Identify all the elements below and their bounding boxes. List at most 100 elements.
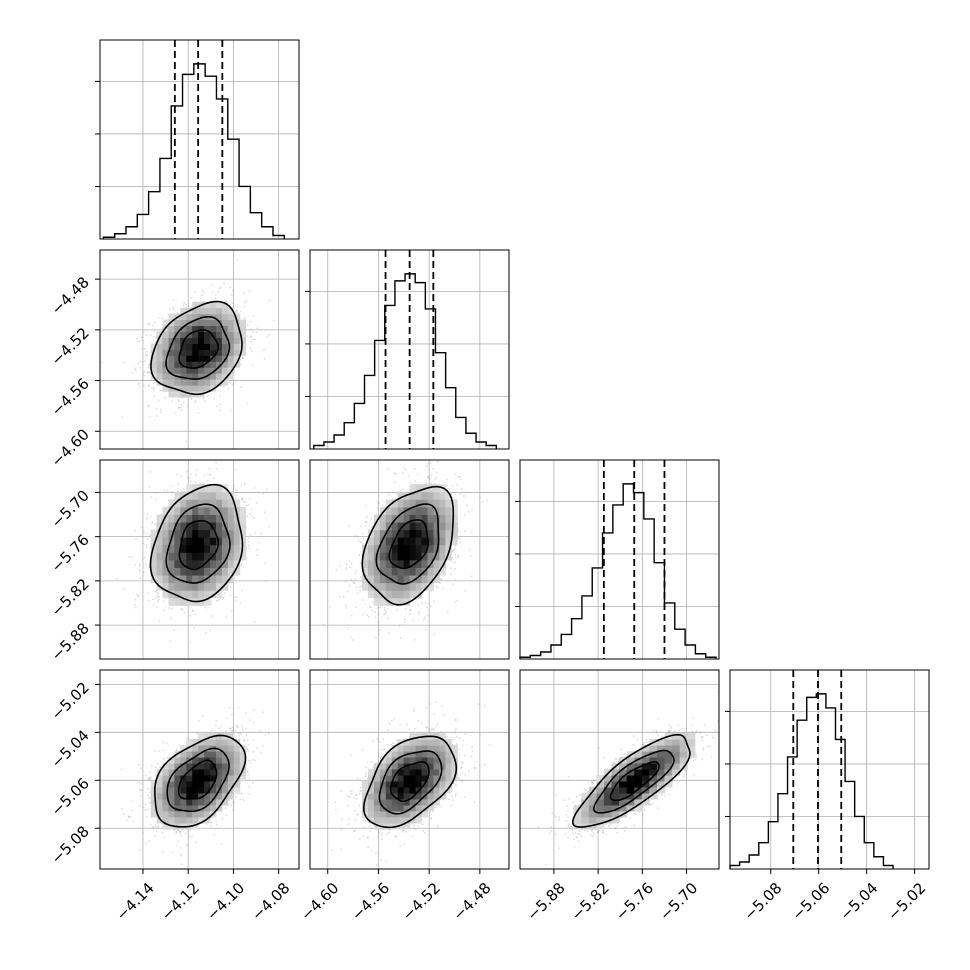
sample-point <box>342 596 345 598</box>
density-cell <box>239 319 247 327</box>
sample-point <box>211 615 214 617</box>
sample-point <box>449 573 452 575</box>
density-cell <box>192 379 199 386</box>
sample-point <box>421 602 424 605</box>
density-cell <box>162 373 169 380</box>
sample-point <box>393 481 396 484</box>
sample-point <box>234 599 237 602</box>
sample-point <box>241 357 244 360</box>
histogram-panel-3 <box>725 669 930 874</box>
sample-point <box>147 370 150 373</box>
sample-point <box>195 474 197 477</box>
sample-point <box>388 632 390 634</box>
sample-point <box>160 454 162 456</box>
sample-point <box>140 336 143 339</box>
sample-point <box>148 471 151 473</box>
sample-point <box>182 488 185 490</box>
density-cell <box>180 379 187 386</box>
sample-point <box>239 310 242 313</box>
density-cell <box>162 367 169 374</box>
density-cell <box>215 349 223 356</box>
density-cell <box>186 373 193 380</box>
density-cell <box>180 391 187 398</box>
sample-point <box>375 637 377 640</box>
sample-point <box>133 367 136 370</box>
sample-point <box>163 608 166 611</box>
sample-point <box>219 395 222 397</box>
density-cell <box>180 361 187 368</box>
density-cell <box>204 361 211 368</box>
sample-point <box>147 371 150 374</box>
sample-point <box>471 509 473 512</box>
sample-point <box>429 477 432 480</box>
sample-point <box>379 606 381 609</box>
sample-point <box>251 338 254 341</box>
panel-frame <box>309 249 510 450</box>
sample-point <box>156 592 159 595</box>
sample-point <box>409 609 412 612</box>
sample-point <box>148 363 151 366</box>
sample-point <box>146 538 149 540</box>
sample-point <box>446 611 449 613</box>
sample-point <box>436 461 439 463</box>
sample-point <box>401 471 404 474</box>
density-cell <box>168 325 175 333</box>
sample-point <box>145 333 148 336</box>
sample-point <box>459 478 462 481</box>
sample-point <box>233 487 236 490</box>
panel-frame <box>729 669 930 870</box>
sample-point <box>416 599 418 601</box>
sample-point <box>147 366 150 369</box>
sample-point <box>253 315 255 318</box>
density-cell <box>239 506 247 515</box>
sample-point <box>241 498 243 501</box>
density-cell <box>215 343 223 350</box>
sample-point <box>253 487 256 490</box>
scatter-panel-2-1 <box>309 459 510 660</box>
density-cell <box>168 379 175 386</box>
sample-point <box>243 292 246 294</box>
density-cell <box>162 343 169 350</box>
sample-point <box>166 489 169 492</box>
sample-point <box>258 541 260 544</box>
sample-point <box>414 480 417 482</box>
sample-point <box>160 411 162 414</box>
sample-point <box>246 515 249 518</box>
sample-point <box>424 602 427 604</box>
sample-point <box>177 399 179 402</box>
density-cell <box>221 373 229 380</box>
sample-point <box>143 374 146 377</box>
density-cell <box>174 367 181 374</box>
sample-point <box>402 466 405 469</box>
sample-point <box>219 409 221 412</box>
sample-point <box>189 641 192 643</box>
sample-point <box>157 596 159 599</box>
sample-point <box>155 415 158 417</box>
histogram-outline <box>102 63 286 239</box>
sample-point <box>145 532 148 535</box>
density-cell <box>215 325 223 333</box>
sample-point <box>245 299 248 302</box>
sample-point <box>154 321 156 324</box>
sample-point <box>481 501 484 504</box>
density-cell <box>156 355 164 362</box>
panel-frame <box>99 39 300 240</box>
sample-point <box>422 618 425 621</box>
sample-point <box>348 585 351 587</box>
sample-point <box>158 399 161 402</box>
density-cell <box>168 343 175 350</box>
density-cell <box>227 373 235 380</box>
sample-point <box>348 560 351 563</box>
density-cell <box>180 313 187 321</box>
sample-point <box>245 501 247 504</box>
sample-point <box>136 594 139 597</box>
sample-point <box>153 395 156 398</box>
histogram-outline <box>313 273 498 449</box>
density-cell <box>198 337 205 344</box>
density-cell <box>192 385 199 392</box>
sample-point <box>467 510 470 513</box>
density-cell <box>192 319 199 327</box>
sample-point <box>243 301 246 304</box>
sample-point <box>383 500 385 503</box>
sample-point <box>207 473 210 476</box>
